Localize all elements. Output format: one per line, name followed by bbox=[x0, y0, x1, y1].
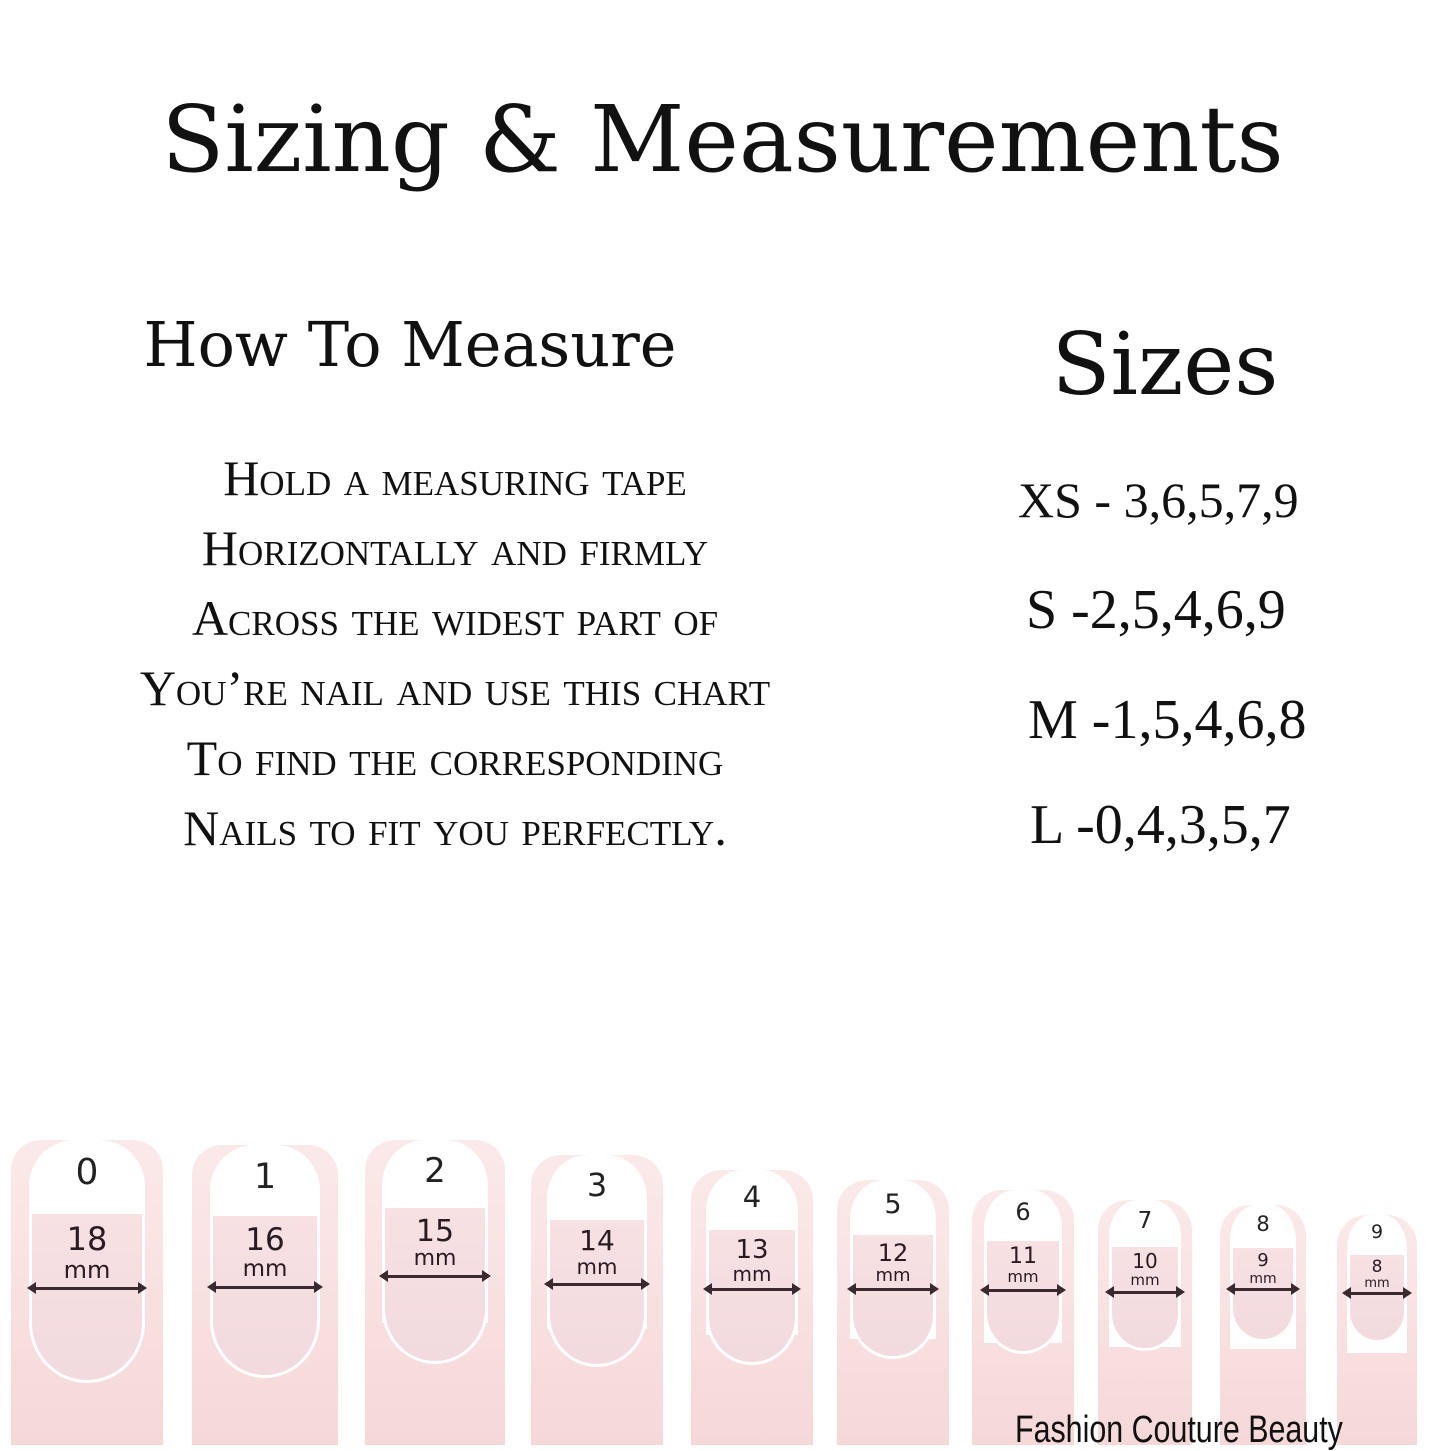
measure-arrow bbox=[847, 1283, 939, 1295]
measure-arrow bbox=[207, 1281, 323, 1293]
nail-width-value: 18 bbox=[66, 1220, 108, 1258]
nail-width-unit: mm bbox=[242, 1256, 288, 1282]
sizes-heading: Sizes bbox=[1051, 315, 1279, 415]
nail-width-unit: mm bbox=[875, 1265, 911, 1286]
size-xs: XS - 3,6,5,7,9 bbox=[1018, 472, 1299, 528]
instruction-line: You’re nail and use this chart bbox=[139, 660, 771, 716]
nail-number: 1 bbox=[253, 1157, 277, 1197]
nail-width-unit: mm bbox=[1249, 1271, 1277, 1287]
measure-arrow bbox=[379, 1270, 491, 1282]
measure-arrow bbox=[1105, 1286, 1185, 1298]
nail-9: 9 8 mm bbox=[1337, 1215, 1417, 1445]
nail-7: 7 10 mm bbox=[1098, 1200, 1192, 1445]
nail-width-value: 14 bbox=[579, 1224, 615, 1257]
nail-width-value: 15 bbox=[415, 1214, 455, 1249]
nail-number: 4 bbox=[742, 1180, 762, 1214]
nail-width-value: 10 bbox=[1132, 1249, 1158, 1273]
nail-1: 1 16 mm bbox=[192, 1145, 338, 1445]
instruction-line: Horizontally and firmly bbox=[201, 520, 709, 576]
nail-bed bbox=[209, 1213, 321, 1378]
nail-8: 8 9 mm bbox=[1220, 1205, 1306, 1445]
nail-width-value: 16 bbox=[245, 1222, 285, 1258]
nail-5: 5 12 mm bbox=[837, 1180, 949, 1445]
nail-bed bbox=[984, 1238, 1062, 1354]
measure-arrow bbox=[544, 1278, 650, 1290]
size-s: S -2,5,4,6,9 bbox=[1026, 579, 1286, 641]
nail-3: 3 14 mm bbox=[531, 1155, 663, 1445]
nail-width-value: 11 bbox=[1009, 1244, 1037, 1269]
nail-width-unit: mm bbox=[413, 1246, 457, 1271]
nail-bed bbox=[381, 1205, 489, 1364]
size-l: L -0,4,3,5,7 bbox=[1030, 794, 1291, 856]
instruction-line: To find the corresponding bbox=[186, 730, 724, 786]
nail-width-unit: mm bbox=[576, 1255, 618, 1279]
measure-arrow bbox=[980, 1284, 1066, 1296]
brand-watermark: Fashion Couture Beauty bbox=[1015, 1409, 1343, 1451]
nail-width-value: 9 bbox=[1257, 1250, 1269, 1271]
size-m: M -1,5,4,6,8 bbox=[1028, 689, 1307, 751]
nail-bed bbox=[705, 1227, 799, 1365]
nail-number: 8 bbox=[1256, 1212, 1270, 1236]
nail-width-unit: mm bbox=[63, 1256, 111, 1284]
nail-number: 2 bbox=[424, 1151, 446, 1191]
nail-number: 6 bbox=[1015, 1198, 1031, 1226]
nail-bed bbox=[850, 1232, 936, 1359]
nail-width-value: 13 bbox=[735, 1235, 769, 1265]
measure-arrow bbox=[703, 1283, 801, 1295]
nail-width-unit: mm bbox=[732, 1262, 772, 1286]
instruction-line: Hold a measuring tape bbox=[223, 450, 687, 506]
nail-6: 6 11 mm bbox=[972, 1190, 1074, 1445]
nail-bed bbox=[546, 1217, 648, 1367]
measure-arrow bbox=[1226, 1283, 1300, 1295]
nail-number: 0 bbox=[75, 1152, 99, 1193]
nail-number: 7 bbox=[1137, 1208, 1153, 1234]
nail-width-unit: mm bbox=[1364, 1276, 1390, 1291]
nail-number: 3 bbox=[586, 1166, 608, 1204]
nail-bed bbox=[29, 1211, 145, 1383]
measure-arrow bbox=[1342, 1287, 1412, 1299]
nail-width-unit: mm bbox=[1130, 1271, 1160, 1289]
page-title: Sizing & Measurements bbox=[161, 86, 1284, 193]
nail-width-value: 12 bbox=[877, 1239, 909, 1267]
instruction-line: Across the widest part of bbox=[191, 590, 719, 646]
measure-arrow bbox=[27, 1282, 147, 1294]
nail-4: 4 13 mm bbox=[691, 1170, 813, 1445]
nail-2: 2 15 mm bbox=[365, 1140, 505, 1445]
instruction-line: Nails to fit you perfectly. bbox=[183, 800, 727, 856]
nail-number: 9 bbox=[1370, 1221, 1384, 1243]
nail-width-unit: mm bbox=[1007, 1267, 1039, 1286]
nail-width-value: 8 bbox=[1371, 1257, 1383, 1277]
how-to-heading: How To Measure bbox=[143, 308, 677, 381]
nail-0: 0 18 mm bbox=[11, 1140, 163, 1445]
nail-number: 5 bbox=[884, 1189, 902, 1220]
